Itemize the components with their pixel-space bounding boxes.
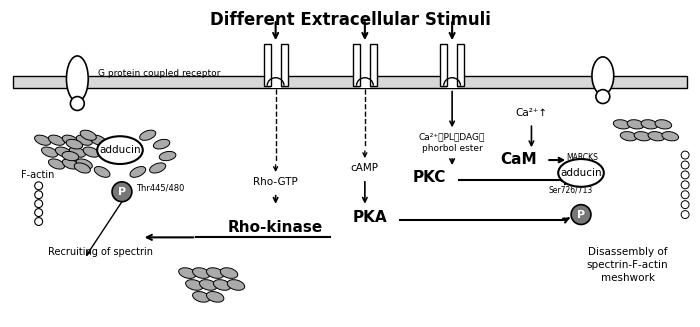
Ellipse shape — [90, 135, 106, 145]
Text: G protein coupled receptor: G protein coupled receptor — [98, 69, 220, 78]
Ellipse shape — [159, 151, 176, 161]
Ellipse shape — [62, 151, 78, 161]
Ellipse shape — [80, 130, 97, 140]
Bar — [457, 44, 464, 86]
Text: Thr445/480: Thr445/480 — [136, 183, 184, 192]
Ellipse shape — [74, 163, 90, 173]
Ellipse shape — [35, 191, 43, 199]
Ellipse shape — [592, 57, 614, 95]
Ellipse shape — [220, 268, 238, 278]
Ellipse shape — [76, 159, 92, 169]
Ellipse shape — [76, 135, 92, 145]
Ellipse shape — [681, 151, 689, 159]
Text: Ca²⁺↑: Ca²⁺↑ — [515, 109, 547, 118]
Text: cAMP: cAMP — [351, 163, 379, 173]
Text: MARCKS: MARCKS — [566, 153, 598, 162]
Bar — [440, 44, 447, 86]
Ellipse shape — [681, 161, 689, 169]
Ellipse shape — [62, 159, 78, 169]
Ellipse shape — [571, 205, 591, 224]
Text: adducin: adducin — [99, 145, 141, 155]
Bar — [13, 76, 687, 88]
Ellipse shape — [681, 181, 689, 189]
Text: meshwork: meshwork — [601, 273, 655, 283]
Ellipse shape — [69, 147, 85, 157]
Ellipse shape — [48, 159, 64, 169]
Bar — [370, 44, 377, 86]
Text: spectrin-F-actin: spectrin-F-actin — [587, 260, 668, 270]
Ellipse shape — [558, 159, 604, 187]
Ellipse shape — [71, 96, 84, 111]
Bar — [360, 44, 370, 88]
Text: P: P — [577, 210, 585, 219]
Ellipse shape — [681, 191, 689, 199]
Ellipse shape — [41, 147, 57, 157]
Ellipse shape — [66, 56, 88, 101]
Ellipse shape — [681, 201, 689, 209]
Ellipse shape — [66, 139, 83, 149]
Bar — [447, 44, 457, 88]
Ellipse shape — [35, 200, 43, 208]
Text: phorbol ester: phorbol ester — [422, 144, 482, 153]
Ellipse shape — [193, 268, 210, 278]
Ellipse shape — [150, 163, 166, 173]
Ellipse shape — [34, 135, 50, 145]
Ellipse shape — [140, 130, 156, 140]
Ellipse shape — [620, 131, 637, 141]
Text: P: P — [118, 187, 126, 197]
Ellipse shape — [655, 120, 672, 129]
Ellipse shape — [206, 268, 224, 278]
Bar — [281, 44, 288, 86]
Ellipse shape — [206, 292, 224, 302]
Ellipse shape — [662, 131, 678, 141]
Ellipse shape — [627, 120, 644, 129]
Bar — [353, 44, 360, 86]
Ellipse shape — [681, 211, 689, 218]
Text: Rho-GTP: Rho-GTP — [253, 177, 298, 187]
Ellipse shape — [83, 147, 99, 157]
Ellipse shape — [62, 135, 78, 145]
Ellipse shape — [634, 131, 651, 141]
Ellipse shape — [641, 120, 658, 129]
Ellipse shape — [35, 182, 43, 190]
Text: Disassembly of: Disassembly of — [588, 247, 667, 257]
Ellipse shape — [48, 135, 64, 145]
Ellipse shape — [178, 268, 196, 278]
Text: Ca²⁺、PL、DAG、: Ca²⁺、PL、DAG、 — [419, 132, 485, 141]
Ellipse shape — [35, 209, 43, 216]
Text: CaM: CaM — [500, 152, 537, 167]
Ellipse shape — [228, 280, 245, 290]
Ellipse shape — [596, 90, 610, 104]
Text: F-actin: F-actin — [21, 170, 54, 180]
Text: Rho-kinase: Rho-kinase — [228, 219, 323, 234]
Ellipse shape — [214, 280, 231, 290]
Text: Different Extracellular Stimuli: Different Extracellular Stimuli — [209, 11, 491, 29]
Ellipse shape — [681, 171, 689, 179]
Ellipse shape — [613, 120, 630, 129]
Ellipse shape — [97, 136, 143, 164]
Text: Ser726/713: Ser726/713 — [549, 185, 593, 194]
Bar — [271, 44, 281, 88]
Ellipse shape — [55, 147, 71, 157]
Ellipse shape — [112, 182, 132, 202]
Ellipse shape — [130, 166, 146, 177]
Ellipse shape — [193, 292, 210, 302]
Bar — [264, 44, 271, 86]
Ellipse shape — [186, 280, 203, 290]
Text: PKA: PKA — [353, 210, 387, 225]
Text: Recruiting of spectrin: Recruiting of spectrin — [48, 247, 153, 257]
Ellipse shape — [153, 139, 170, 149]
Ellipse shape — [199, 280, 217, 290]
Ellipse shape — [35, 217, 43, 226]
Ellipse shape — [94, 166, 110, 177]
Ellipse shape — [648, 131, 665, 141]
Text: adducin: adducin — [560, 168, 602, 178]
Text: PKC: PKC — [412, 170, 446, 185]
